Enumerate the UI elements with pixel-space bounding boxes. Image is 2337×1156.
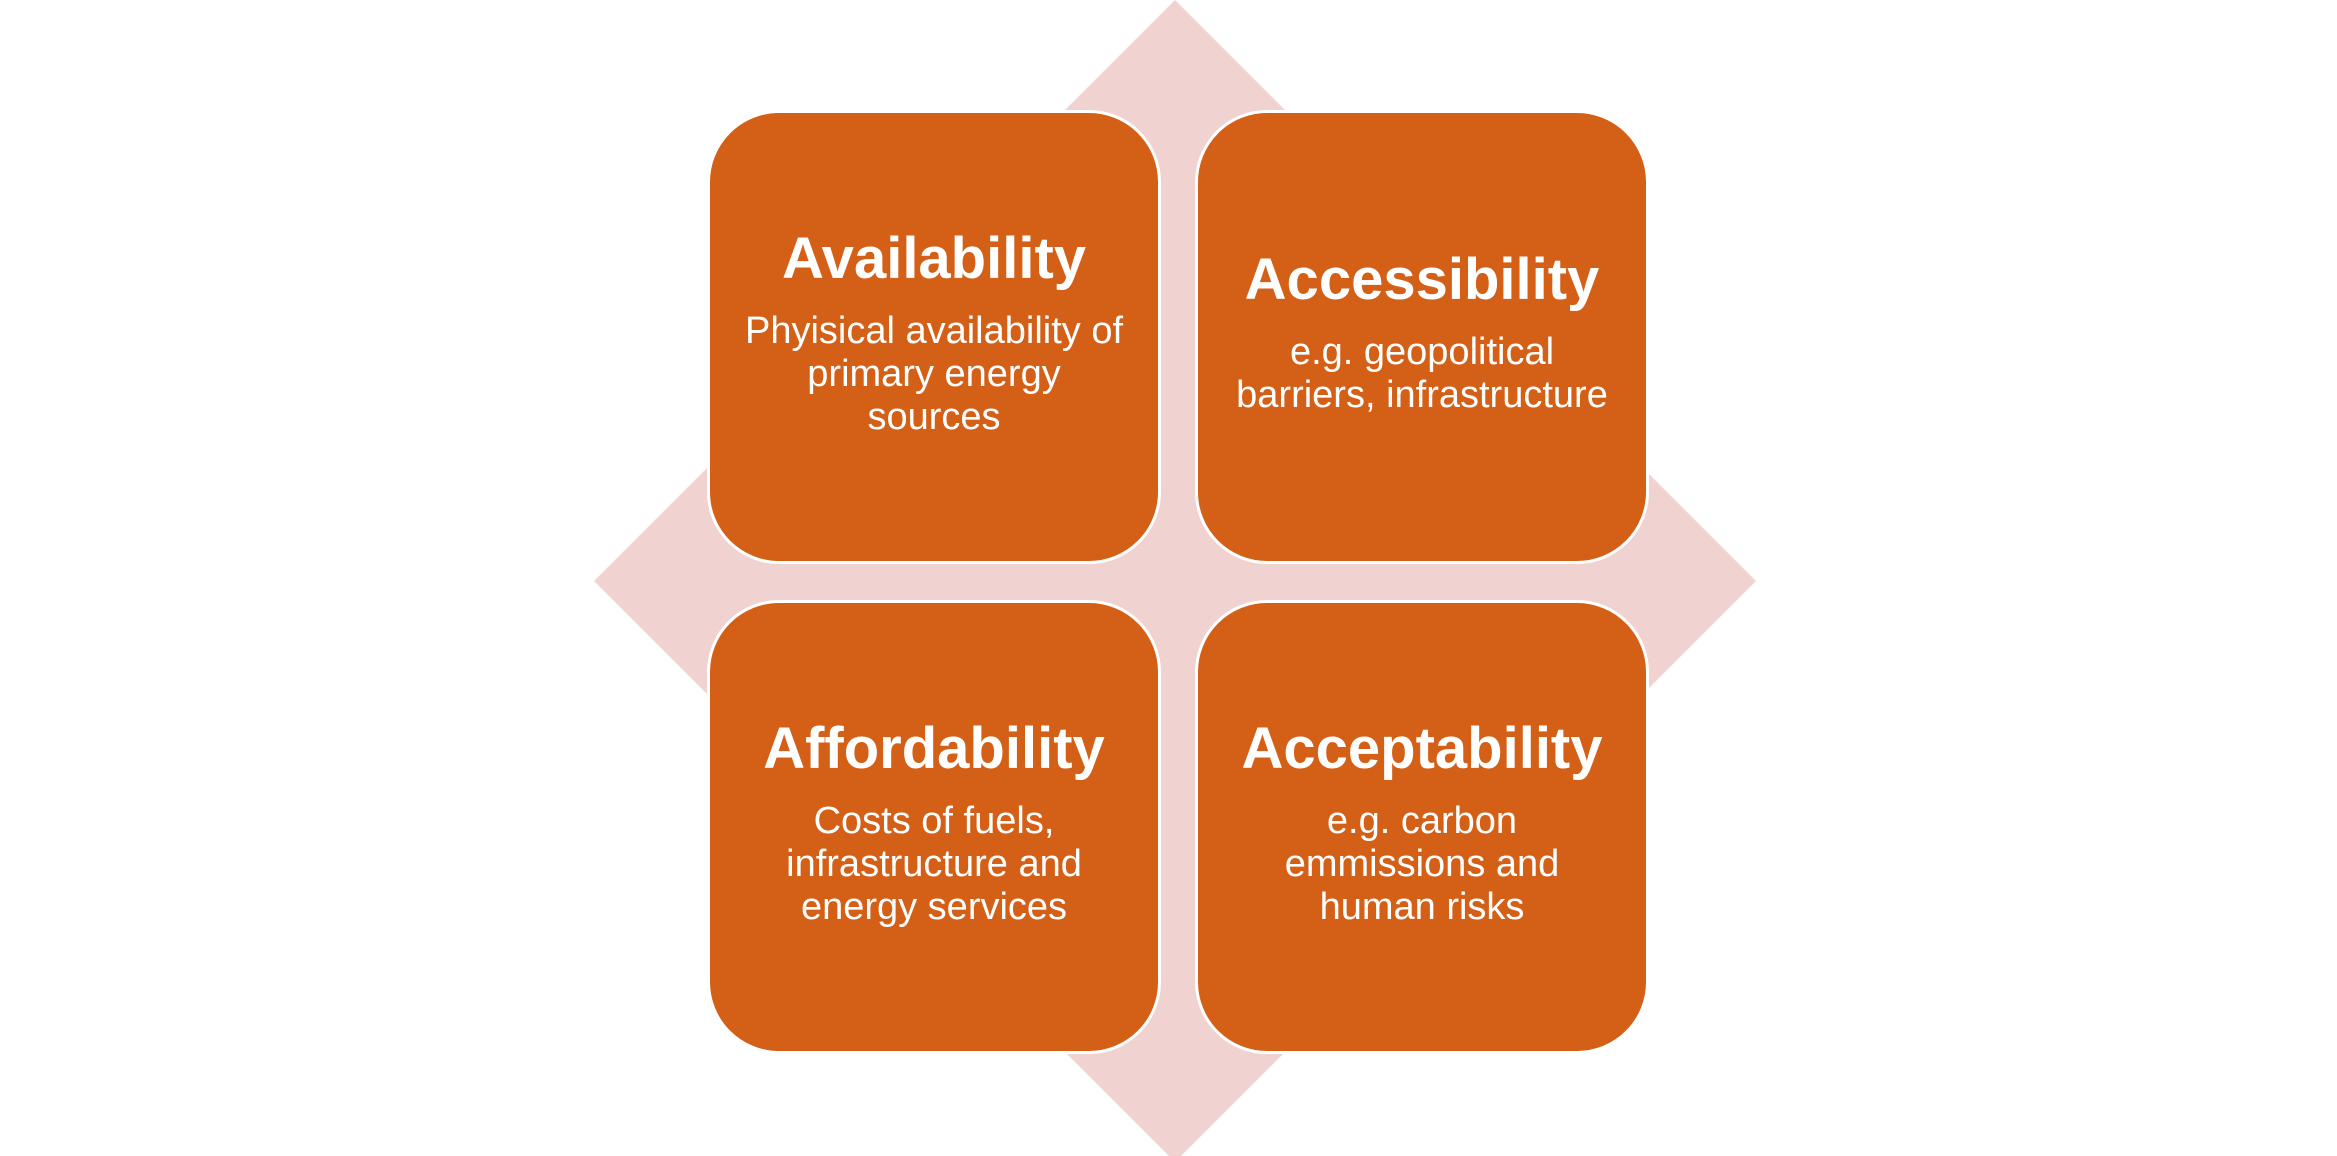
card-affordability: Affordability Costs of fuels, infrastruc… bbox=[707, 600, 1161, 1054]
card-title: Availability bbox=[781, 225, 1087, 291]
card-description: Phyisical availability of primary energy… bbox=[744, 309, 1124, 438]
card-accessibility: Accessibility e.g. geopolitical barriers… bbox=[1195, 110, 1649, 564]
card-title: Accessibility bbox=[1244, 247, 1600, 312]
card-description: e.g. geopolitical barriers, infrastructu… bbox=[1236, 331, 1608, 416]
card-description: e.g. carbon emmissions and human risks bbox=[1284, 799, 1560, 928]
card-title: Affordability bbox=[763, 715, 1105, 781]
card-description: Costs of fuels, infrastructure and energ… bbox=[786, 799, 1082, 928]
card-availability: Availability Phyisical availability of p… bbox=[707, 110, 1161, 564]
card-title: Acceptability bbox=[1241, 715, 1603, 781]
card-acceptability: Acceptability e.g. carbon emmissions and… bbox=[1195, 600, 1649, 1054]
